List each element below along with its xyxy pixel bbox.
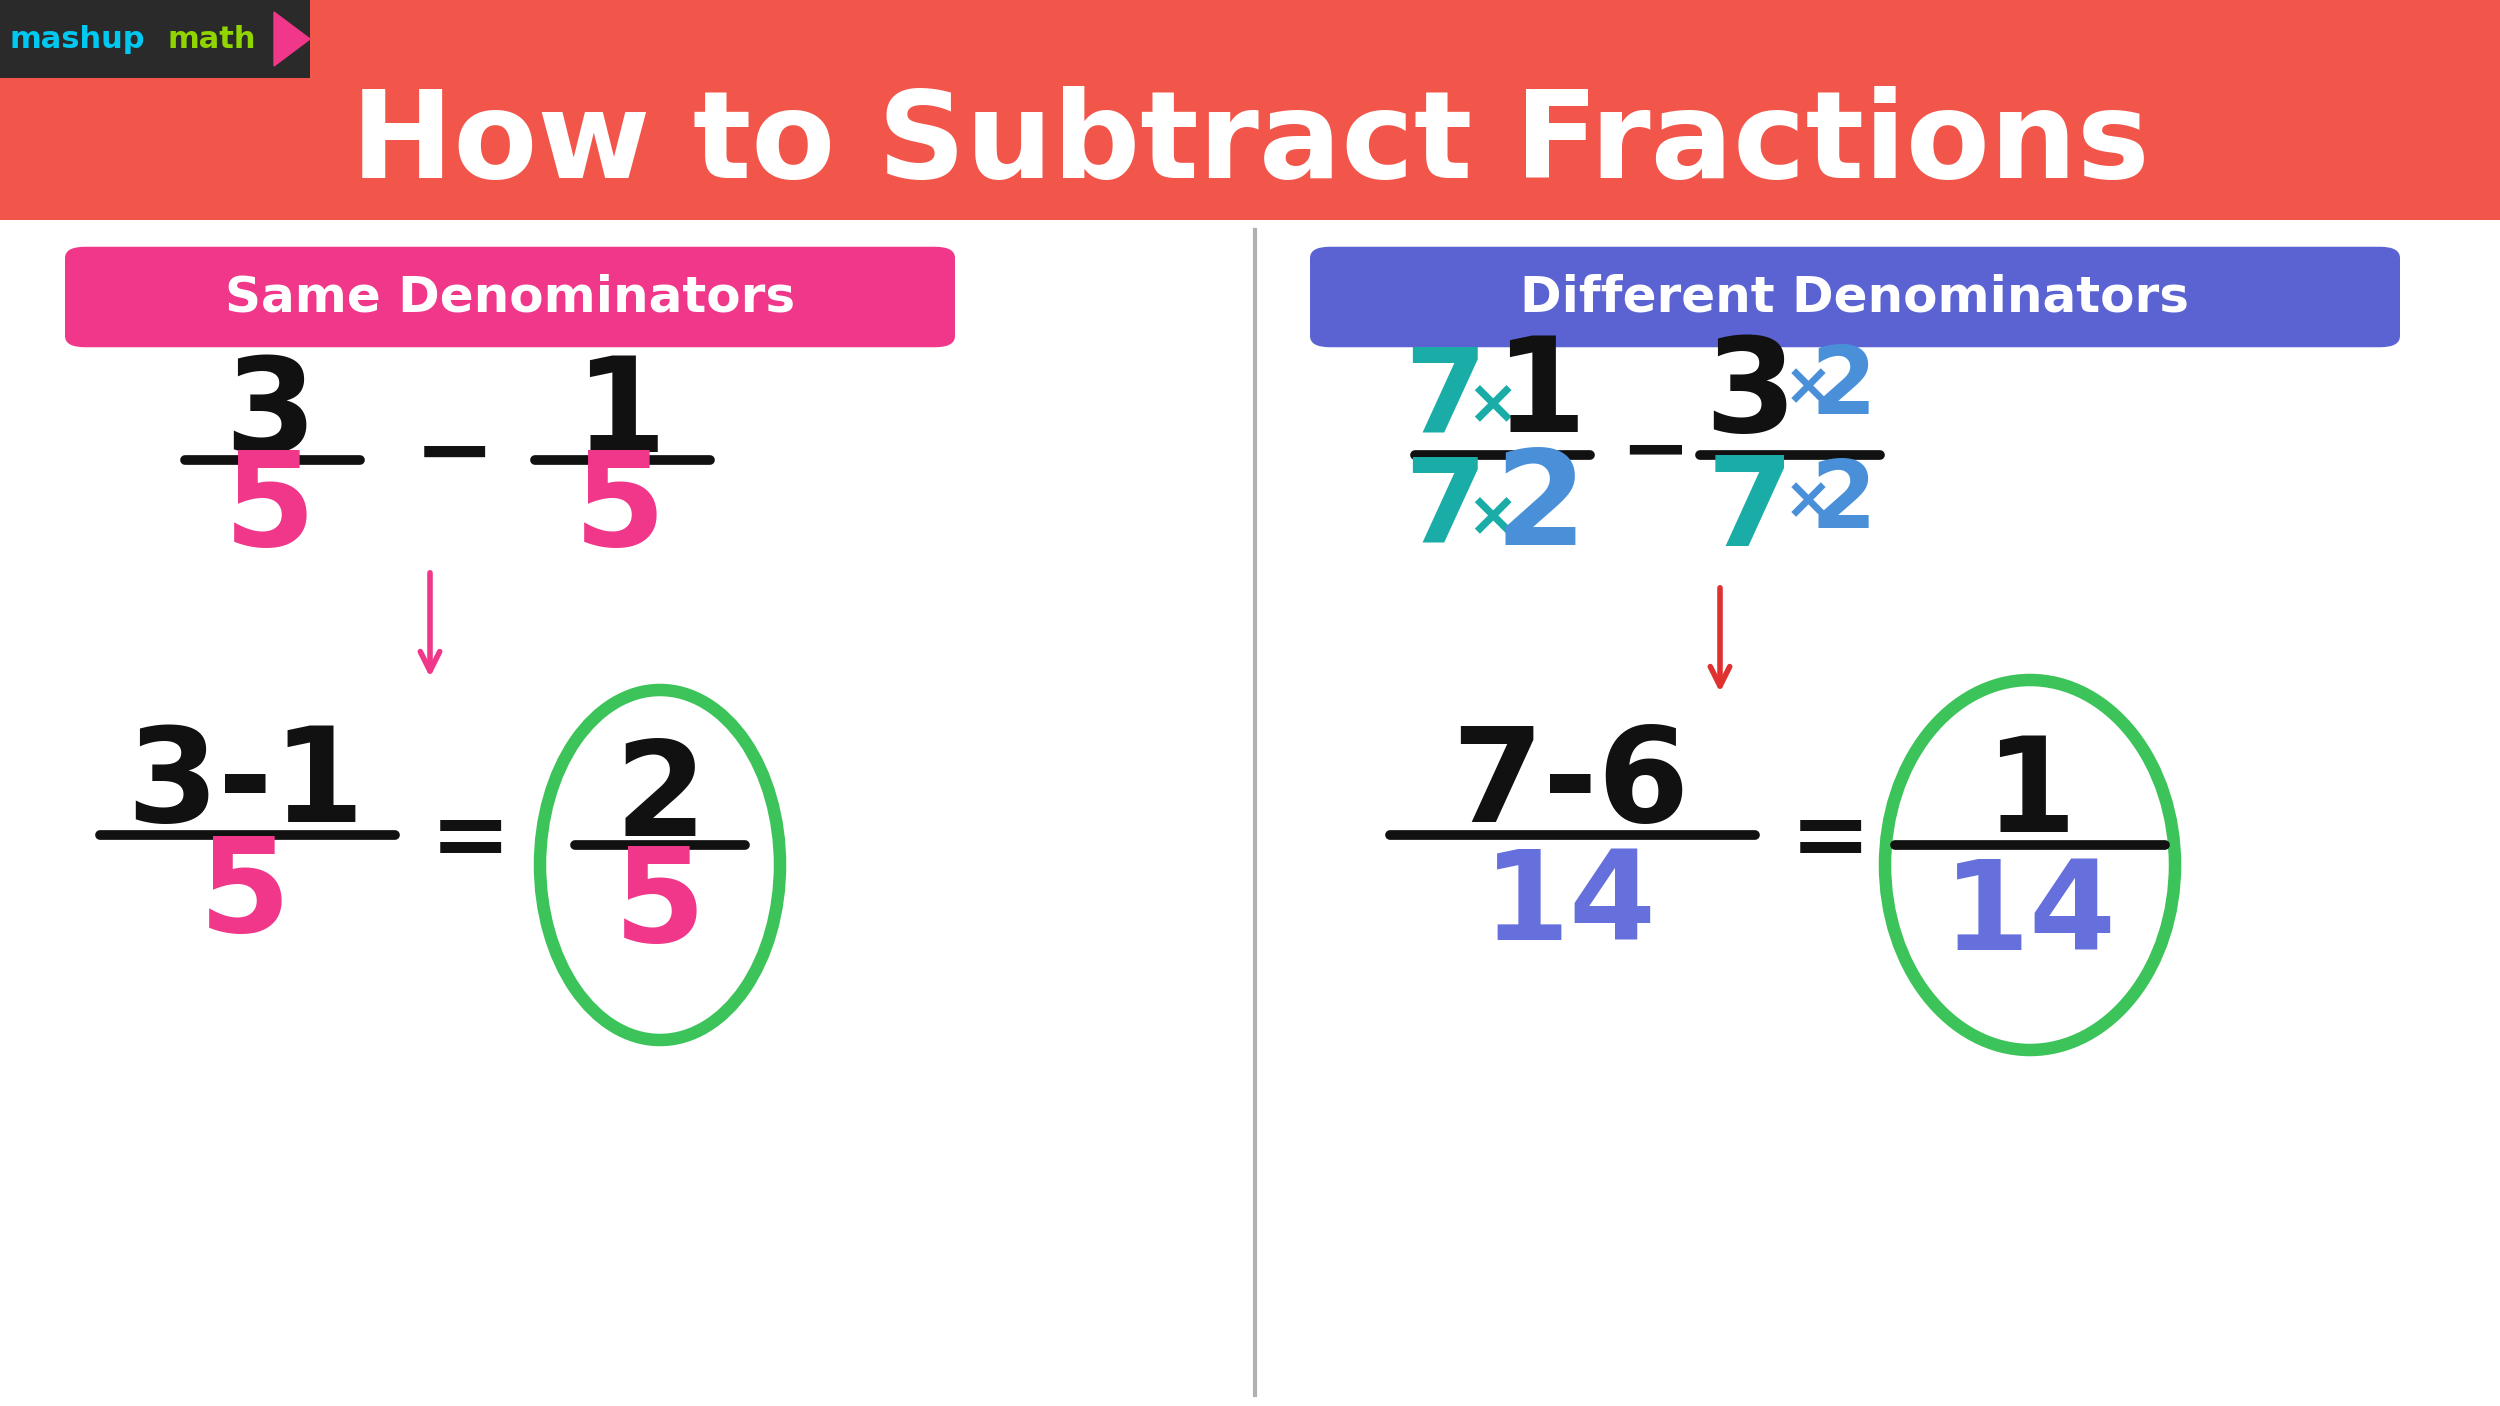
FancyBboxPatch shape (65, 246, 955, 347)
Text: math: math (168, 24, 258, 53)
Text: Same Denominators: Same Denominators (225, 274, 795, 322)
Text: 5: 5 (225, 447, 315, 574)
Text: −: − (415, 409, 495, 502)
Text: 5: 5 (200, 831, 290, 959)
Text: 3-1: 3-1 (125, 721, 365, 848)
Text: 1: 1 (575, 352, 665, 478)
Text: ×: × (1782, 360, 1832, 416)
Text: 2: 2 (615, 737, 705, 863)
Text: 14: 14 (1482, 845, 1658, 966)
Text: 1: 1 (1495, 332, 1585, 458)
FancyBboxPatch shape (0, 219, 2500, 1406)
Text: 7: 7 (1405, 453, 1485, 568)
Text: 14: 14 (1942, 855, 2118, 976)
Text: 3: 3 (225, 352, 315, 478)
Text: =: = (1790, 793, 1870, 887)
FancyBboxPatch shape (0, 0, 310, 77)
Text: 3: 3 (1705, 332, 1795, 458)
Text: How to Subtract Fractions: How to Subtract Fractions (350, 87, 2150, 204)
Text: −: − (1620, 412, 1690, 492)
FancyBboxPatch shape (0, 0, 2500, 219)
Text: 7: 7 (1405, 343, 1485, 457)
Text: 1: 1 (1985, 731, 2075, 859)
Text: 2: 2 (1810, 342, 1875, 434)
Text: 2: 2 (1495, 444, 1585, 571)
Text: mashup: mashup (10, 24, 145, 53)
Text: 7-6: 7-6 (1450, 721, 1690, 848)
Text: 5: 5 (575, 447, 665, 574)
Text: Different Denominators: Different Denominators (1520, 274, 2190, 322)
Polygon shape (275, 13, 310, 66)
Text: ×: × (1782, 474, 1832, 530)
Text: =: = (430, 793, 510, 887)
Text: 5: 5 (615, 842, 705, 969)
Text: 7: 7 (1708, 451, 1792, 572)
Text: ×: × (1465, 488, 1518, 548)
Text: 2: 2 (1810, 456, 1875, 548)
Text: ×: × (1465, 375, 1518, 436)
FancyBboxPatch shape (1310, 246, 2400, 347)
